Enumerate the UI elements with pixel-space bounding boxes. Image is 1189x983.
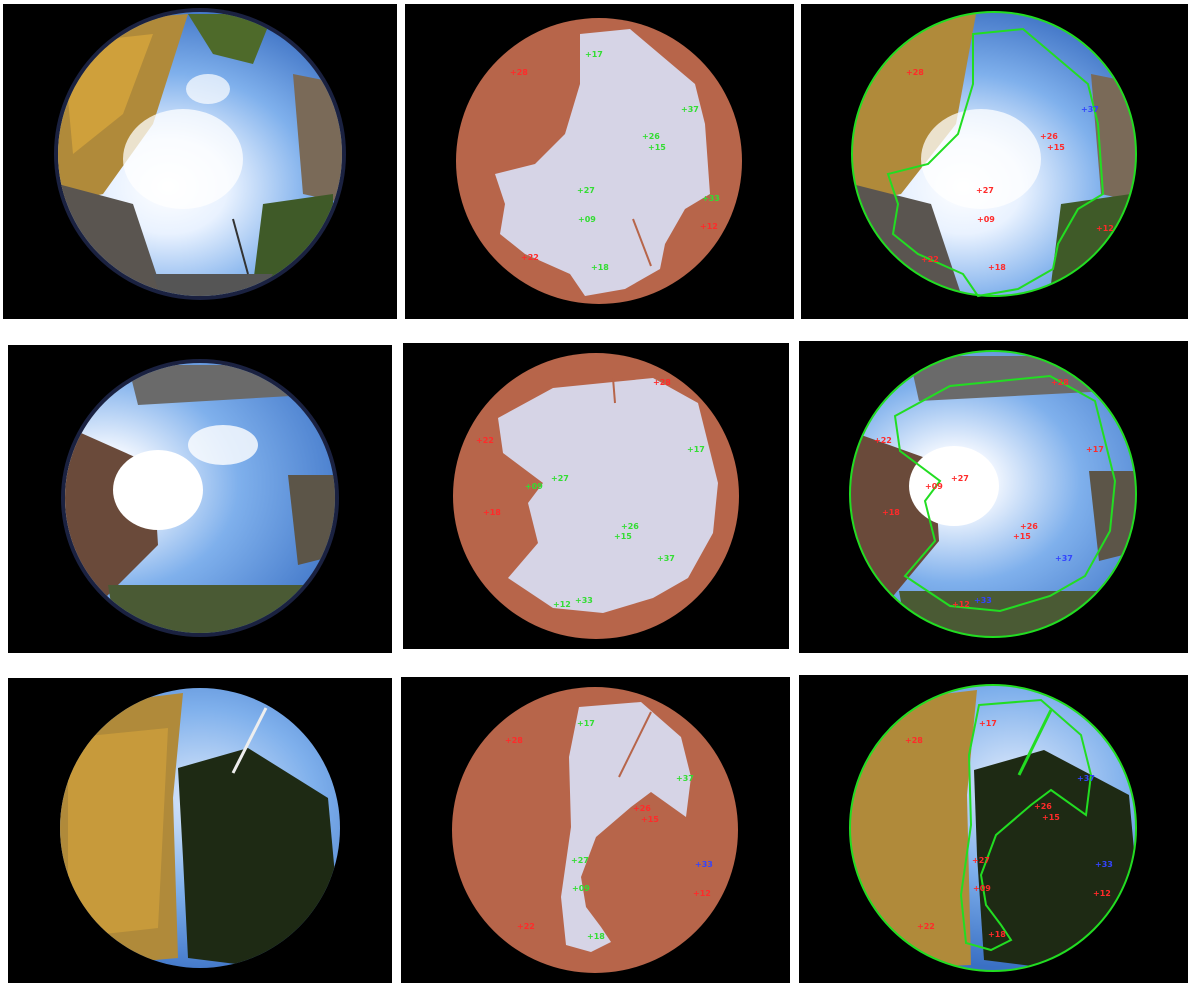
mask-label: +18 xyxy=(591,263,609,272)
mask-label: +27 xyxy=(577,186,595,195)
mask-label: +12 xyxy=(553,600,571,609)
overlay-label: +17 xyxy=(1086,445,1104,454)
mask-label: +33 xyxy=(702,194,720,203)
overlay-label: +27 xyxy=(976,186,994,195)
row1-fisheye-photo xyxy=(54,8,346,300)
overlay-label: +33 xyxy=(1095,860,1113,869)
mask-label: +22 xyxy=(521,253,539,262)
overlay-label: +12 xyxy=(1093,889,1111,898)
row3-photo-panel xyxy=(8,678,392,983)
overlay-label: +18 xyxy=(882,508,900,517)
mask-label: +17 xyxy=(585,50,603,59)
row3-mask-panel: +28 +17 +37 +26 +15 +27 +33 +09 +12 +22 … xyxy=(401,677,790,983)
mask-label: +26 xyxy=(642,132,660,141)
sky-boundary-outline xyxy=(959,698,1093,952)
row1-overlay-panel: +28 +37 +26 +15 +27 +09 +12 +22 +18 xyxy=(801,4,1188,319)
row2-photo-panel xyxy=(8,345,392,653)
mask-label: +18 xyxy=(483,508,501,517)
overlay-label: +22 xyxy=(917,922,935,931)
mask-label: +37 xyxy=(676,774,694,783)
row2-fisheye-photo xyxy=(61,359,339,637)
mask-label: +33 xyxy=(695,860,713,869)
overlay-label: +37 xyxy=(1077,774,1095,783)
row1-sky-mask: +28 +17 +37 +26 +15 +27 +33 +09 +12 +22 … xyxy=(456,18,742,304)
mask-sky-region xyxy=(561,702,691,952)
mask-label: +26 xyxy=(633,804,651,813)
mask-label: +09 xyxy=(578,215,596,224)
mask-label: +18 xyxy=(587,932,605,941)
mask-label: +27 xyxy=(551,474,569,483)
horizon-circle xyxy=(849,684,1137,972)
sky-boundary-outline xyxy=(893,374,1117,613)
row1-photo-panel xyxy=(3,4,397,319)
mask-label: +12 xyxy=(693,889,711,898)
row3-sky-mask: +28 +17 +37 +26 +15 +27 +33 +09 +12 +22 … xyxy=(452,687,738,973)
mask-label: +28 xyxy=(510,68,528,77)
mask-label: +28 xyxy=(653,378,671,387)
overlay-label: +22 xyxy=(921,255,939,264)
row3-fisheye-photo xyxy=(60,688,340,968)
mask-sky-region xyxy=(498,378,718,613)
mask-label: +26 xyxy=(621,522,639,531)
overlay-label: +28 xyxy=(905,736,923,745)
horizon-circle xyxy=(849,350,1137,638)
mask-label: +15 xyxy=(648,143,666,152)
row1-mask-panel: +28 +17 +37 +26 +15 +27 +33 +09 +12 +22 … xyxy=(405,4,794,319)
mask-label: +33 xyxy=(575,596,593,605)
overlay-label: +26 xyxy=(1040,132,1058,141)
overlay-label: +26 xyxy=(1034,802,1052,811)
mask-label: +37 xyxy=(681,105,699,114)
overlay-label: +09 xyxy=(973,884,991,893)
overlay-label: +26 xyxy=(1020,522,1038,531)
overlay-label: +33 xyxy=(974,596,992,605)
overlay-label: +27 xyxy=(951,474,969,483)
mask-label: +09 xyxy=(572,884,590,893)
mask-label: +15 xyxy=(641,815,659,824)
mask-label: +28 xyxy=(505,736,523,745)
row3-overlay-photo: +28 +17 +37 +26 +15 +27 +33 +09 +12 +22 … xyxy=(849,684,1137,972)
row2-sky-mask: +28 +22 +17 +27 +09 +18 +26 +15 +37 +12 … xyxy=(453,353,739,639)
overlay-label: +12 xyxy=(1096,224,1114,233)
overlay-label: +09 xyxy=(977,215,995,224)
overlay-label: +09 xyxy=(925,482,943,491)
mask-label: +17 xyxy=(577,719,595,728)
overlay-label: +28 xyxy=(906,68,924,77)
overlay-label: +18 xyxy=(988,930,1006,939)
mask-label: +27 xyxy=(571,856,589,865)
overlay-label: +15 xyxy=(1047,143,1065,152)
mask-label: +17 xyxy=(687,445,705,454)
overlay-label: +18 xyxy=(988,263,1006,272)
mask-label: +22 xyxy=(517,922,535,931)
overlay-label: +28 xyxy=(1051,378,1069,387)
row2-mask-panel: +28 +22 +17 +27 +09 +18 +26 +15 +37 +12 … xyxy=(403,343,789,649)
horizon-circle xyxy=(851,11,1137,297)
overlay-label: +15 xyxy=(1013,532,1031,541)
overlay-label: +37 xyxy=(1081,105,1099,114)
sky-boundary-outline xyxy=(886,27,1105,298)
row2-overlay-panel: +28 +22 +17 +27 +09 +18 +26 +15 +37 +12 … xyxy=(799,341,1188,653)
overlay-label: +12 xyxy=(952,600,970,609)
mask-label: +22 xyxy=(476,436,494,445)
overlay-label: +22 xyxy=(874,436,892,445)
overlay-label: +17 xyxy=(979,719,997,728)
mask-label: +37 xyxy=(657,554,675,563)
row2-overlay-photo: +28 +22 +17 +27 +09 +18 +26 +15 +37 +12 … xyxy=(849,350,1137,638)
overlay-label: +15 xyxy=(1042,813,1060,822)
mask-label: +15 xyxy=(614,532,632,541)
mask-label: +09 xyxy=(525,482,543,491)
overlay-label: +37 xyxy=(1055,554,1073,563)
mask-sky-region xyxy=(495,29,710,296)
row1-overlay-photo: +28 +37 +26 +15 +27 +09 +12 +22 +18 xyxy=(851,11,1137,298)
mask-label: +12 xyxy=(700,222,718,231)
row3-overlay-panel: +28 +17 +37 +26 +15 +27 +33 +09 +12 +22 … xyxy=(799,675,1188,983)
overlay-label: +27 xyxy=(972,856,990,865)
